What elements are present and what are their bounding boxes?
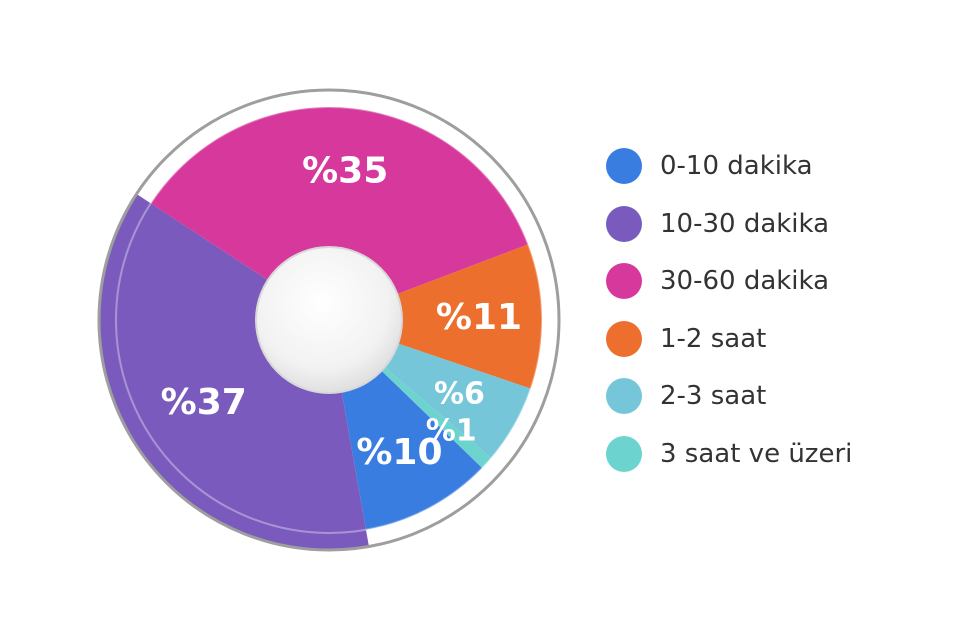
outer-ring bbox=[97, 88, 561, 552]
slice-label-1: %37 bbox=[161, 382, 247, 423]
pie-slice-1 bbox=[99, 194, 369, 550]
legend-label-4: 2-3 saat bbox=[660, 381, 767, 412]
legend-item-5: 3 saat ve üzeri bbox=[606, 435, 853, 472]
slice-label-4: %6 bbox=[434, 377, 485, 412]
slice-label-5: %1 bbox=[426, 413, 477, 448]
legend-label-2: 30-60 dakika bbox=[660, 266, 830, 297]
legend-swatch-1 bbox=[606, 205, 642, 242]
legend-label-1: 10-30 dakika bbox=[660, 208, 830, 239]
legend-label-5: 3 saat ve üzeri bbox=[660, 438, 853, 469]
slice-label-3: %11 bbox=[436, 297, 522, 338]
legend-item-3: 1-2 saat bbox=[606, 320, 852, 357]
legend-swatch-0 bbox=[606, 148, 642, 184]
pie-slice-2 bbox=[150, 106, 529, 320]
slice-labels: %10 %37 %35 %11 %6%1 bbox=[161, 150, 522, 473]
legend-item-0: 0-10 dakika bbox=[606, 148, 852, 184]
legend-swatch-5 bbox=[606, 435, 642, 472]
legend-swatch-3 bbox=[606, 320, 642, 357]
legend-item-1: 10-30 dakika bbox=[606, 205, 852, 242]
slice-label-2: %35 bbox=[302, 150, 388, 191]
legend-label-0: 0-10 dakika bbox=[660, 151, 813, 181]
inner-ring bbox=[115, 106, 543, 534]
pie-slice-3 bbox=[329, 244, 543, 389]
legend-item-4: 2-3 saat bbox=[606, 378, 852, 415]
center-hub bbox=[255, 246, 403, 394]
legend-swatch-4 bbox=[606, 378, 642, 415]
legend: 0-10 dakika 10-30 dakika 30-60 dakika 1-2 s… bbox=[606, 148, 852, 494]
legend-item-2: 30-60 dakika bbox=[606, 263, 852, 300]
slice-label-0: %10 bbox=[356, 432, 442, 473]
legend-label-3: 1-2 saat bbox=[660, 323, 767, 354]
legend-swatch-2 bbox=[606, 263, 642, 300]
